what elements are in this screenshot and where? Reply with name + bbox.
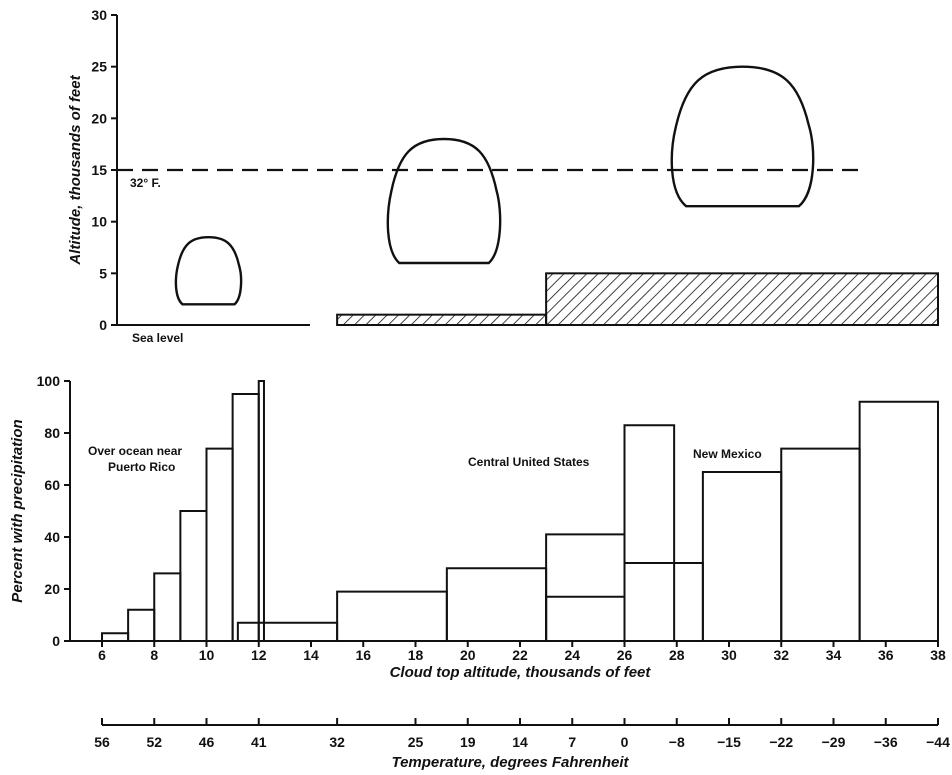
cloud-top-tick-label: 32 xyxy=(773,647,789,663)
temperature-tick-label: 14 xyxy=(512,734,528,750)
cloud-top-tick-label: 28 xyxy=(669,647,685,663)
altitude-diagram: 0 5 10 15 20 25 30 Altitude, thousands of feet S… xyxy=(67,7,939,345)
cloud-top-tick-label: 22 xyxy=(512,647,528,663)
series-label-line: Puerto Rico xyxy=(108,460,175,474)
altitude-tick-label: 25 xyxy=(91,59,107,75)
altitude-tick-label: 5 xyxy=(99,265,107,281)
cloud-top-tick-label: 38 xyxy=(930,647,946,663)
altitude-tick-label: 30 xyxy=(91,7,107,23)
freezing-level-label: 32° F. xyxy=(130,176,161,190)
temperature-tick-label: −8 xyxy=(669,734,685,750)
bar-series3-5 xyxy=(858,400,939,641)
bar-series3-2 xyxy=(623,562,704,641)
altitude-tick-label: 15 xyxy=(91,162,107,178)
cloud-1 xyxy=(174,235,243,306)
terrain-1 xyxy=(336,313,548,326)
bar-series1-2 xyxy=(127,608,156,641)
temperature-axis: 56 52 46 41 32 25 19 14 7 0 −8 −15 −22 −29 −36 −44 Tempe… xyxy=(94,718,950,771)
series-label-2: Central United States xyxy=(468,455,590,469)
bar-series2-4 xyxy=(545,533,626,641)
bar-series3-4 xyxy=(780,447,861,641)
cloud-top-tick-label: 8 xyxy=(150,647,158,663)
cloud-2 xyxy=(386,137,502,265)
cloud-top-tick-label: 24 xyxy=(564,647,580,663)
series-label-line: New Mexico xyxy=(693,447,762,461)
cloud-top-tick-label: 6 xyxy=(98,647,106,663)
bar-series1-7 xyxy=(257,380,265,641)
altitude-tick-label: 10 xyxy=(91,214,107,230)
temperature-tick-label: −22 xyxy=(769,734,793,750)
percent-tick-label: 0 xyxy=(52,633,60,649)
series-label-1: Over ocean near Puerto Rico xyxy=(88,444,182,474)
temperature-tick-label: −29 xyxy=(822,734,846,750)
cloud-top-tick-label: 12 xyxy=(251,647,267,663)
cloud-top-tick-label: 26 xyxy=(617,647,633,663)
cloud-top-tick-label: 18 xyxy=(408,647,424,663)
cloud-top-tick-label: 10 xyxy=(199,647,215,663)
series-label-3: New Mexico xyxy=(693,447,762,461)
altitude-axis-title: Altitude, thousands of feet xyxy=(67,74,84,265)
bar-series1-6 xyxy=(231,393,260,641)
terrain-2 xyxy=(545,272,939,327)
bar-series2-3 xyxy=(445,567,548,641)
temperature-tick-label: 52 xyxy=(146,734,162,750)
series-label-line: Central United States xyxy=(468,455,590,469)
bar-series2-5 xyxy=(623,424,676,641)
altitude-tick-label: 20 xyxy=(91,110,107,126)
temperature-tick-label: 32 xyxy=(329,734,345,750)
cloud-top-tick-label: 14 xyxy=(303,647,319,663)
cloud-top-tick-label: 16 xyxy=(355,647,371,663)
bar-series2-2 xyxy=(336,590,448,641)
percent-tick-label: 100 xyxy=(37,373,61,389)
percent-tick-label: 20 xyxy=(44,581,60,597)
cloud-top-tick-label: 36 xyxy=(878,647,894,663)
bar-series3-1 xyxy=(545,595,626,641)
temperature-tick-label: 0 xyxy=(621,734,629,750)
temperature-tick-label: 41 xyxy=(251,734,267,750)
series-label-line: Over ocean near xyxy=(88,444,182,458)
cloud-top-axis-title: Cloud top altitude, thousands of feet xyxy=(390,664,652,681)
percent-tick-label: 80 xyxy=(44,425,60,441)
temperature-axis-title: Temperature, degrees Fahrenheit xyxy=(391,754,629,771)
temperature-tick-label: −15 xyxy=(717,734,741,750)
bar-series3-3 xyxy=(701,471,783,641)
temperature-tick-label: 46 xyxy=(199,734,215,750)
cloud-3 xyxy=(670,65,815,208)
percent-tick-label: 60 xyxy=(44,477,60,493)
percent-axis-title: Percent with precipitation xyxy=(9,419,26,602)
temperature-tick-label: 7 xyxy=(568,734,576,750)
bar-series2-1 xyxy=(236,621,339,641)
cloud-top-tick-label: 34 xyxy=(826,647,842,663)
cloud-top-tick-label: 20 xyxy=(460,647,476,663)
cloud-top-tick-label: 30 xyxy=(721,647,737,663)
percent-tick-label: 40 xyxy=(44,529,60,545)
temperature-tick-label: 25 xyxy=(408,734,424,750)
sea-level-label: Sea level xyxy=(132,331,183,345)
temperature-tick-label: 19 xyxy=(460,734,476,750)
temperature-tick-label: −36 xyxy=(874,734,898,750)
temperature-tick-label: −44 xyxy=(926,734,950,750)
bar-series1-5 xyxy=(205,447,234,641)
altitude-tick-label: 0 xyxy=(99,317,107,333)
precipitation-histogram: 0 20 40 60 80 100 6 8 10 12 14 16 18 20 22 24 26 28 30 32 34… xyxy=(9,373,946,681)
bar-series1-4 xyxy=(179,510,208,641)
bar-series1-3 xyxy=(153,572,182,641)
temperature-tick-label: 56 xyxy=(94,734,110,750)
bar-series1-1 xyxy=(101,632,130,641)
